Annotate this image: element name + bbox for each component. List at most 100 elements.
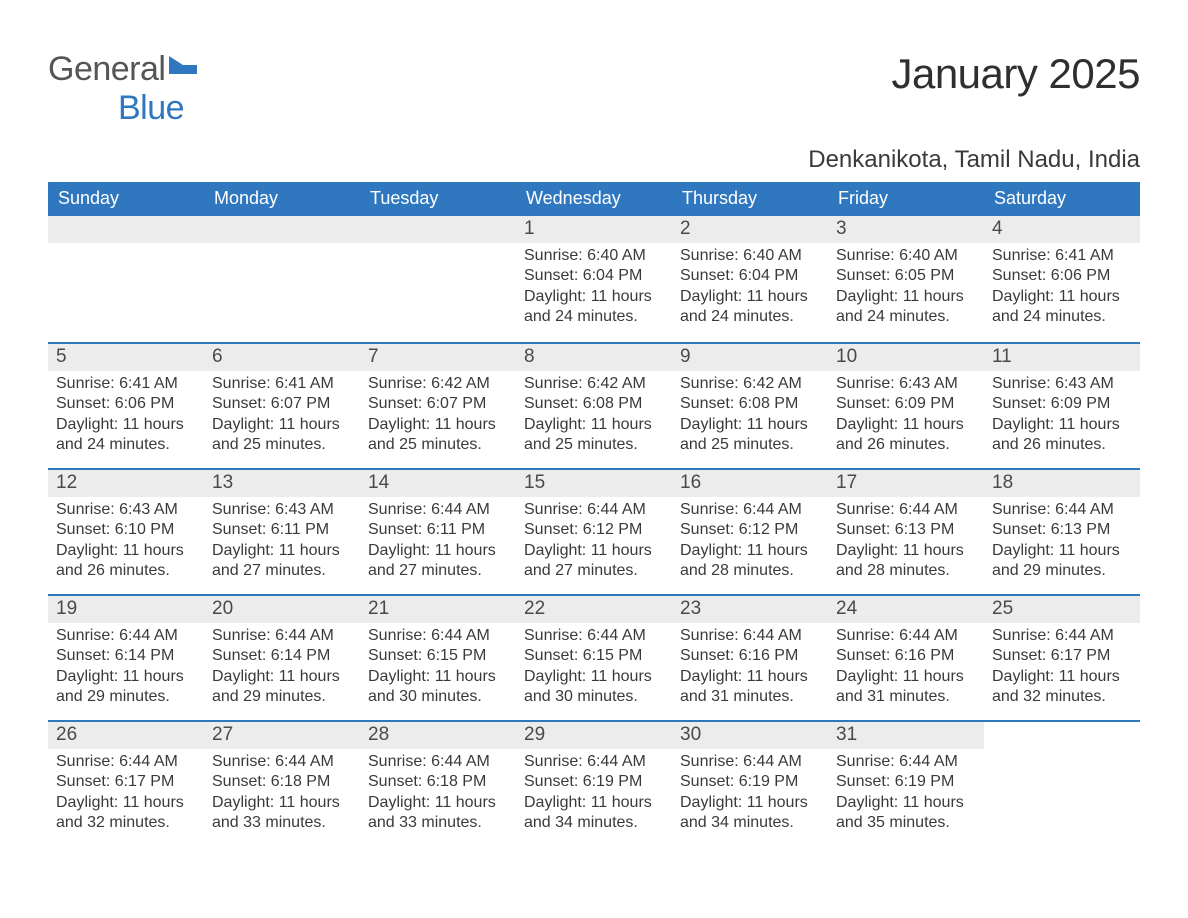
day-cell: 13Sunrise: 6:43 AMSunset: 6:11 PMDayligh… bbox=[204, 470, 360, 594]
day-cell: 27Sunrise: 6:44 AMSunset: 6:18 PMDayligh… bbox=[204, 722, 360, 846]
weeks-container: 1Sunrise: 6:40 AMSunset: 6:04 PMDaylight… bbox=[48, 216, 1140, 846]
day-number: 11 bbox=[984, 344, 1140, 371]
day-body: Sunrise: 6:44 AMSunset: 6:19 PMDaylight:… bbox=[516, 749, 672, 846]
day-body: Sunrise: 6:44 AMSunset: 6:18 PMDaylight:… bbox=[204, 749, 360, 846]
sunset-line: Sunset: 6:19 PM bbox=[524, 772, 664, 792]
day-cell: 7Sunrise: 6:42 AMSunset: 6:07 PMDaylight… bbox=[360, 344, 516, 468]
day-number: 21 bbox=[360, 596, 516, 623]
sunset-line: Sunset: 6:15 PM bbox=[524, 646, 664, 666]
sunrise-line: Sunrise: 6:43 AM bbox=[992, 374, 1132, 394]
sunrise-line: Sunrise: 6:44 AM bbox=[836, 752, 976, 772]
day-body: Sunrise: 6:44 AMSunset: 6:17 PMDaylight:… bbox=[984, 623, 1140, 720]
day-body: Sunrise: 6:44 AMSunset: 6:18 PMDaylight:… bbox=[360, 749, 516, 846]
sunset-line: Sunset: 6:16 PM bbox=[680, 646, 820, 666]
day-number: 4 bbox=[984, 216, 1140, 243]
daylight-line: Daylight: 11 hours and 31 minutes. bbox=[680, 667, 820, 708]
day-body: Sunrise: 6:41 AMSunset: 6:07 PMDaylight:… bbox=[204, 371, 360, 468]
daylight-line: Daylight: 11 hours and 35 minutes. bbox=[836, 793, 976, 834]
day-body: Sunrise: 6:44 AMSunset: 6:16 PMDaylight:… bbox=[672, 623, 828, 720]
day-cell: 19Sunrise: 6:44 AMSunset: 6:14 PMDayligh… bbox=[48, 596, 204, 720]
daylight-line: Daylight: 11 hours and 26 minutes. bbox=[992, 415, 1132, 456]
sunrise-line: Sunrise: 6:44 AM bbox=[992, 500, 1132, 520]
sunrise-line: Sunrise: 6:43 AM bbox=[212, 500, 352, 520]
sunrise-line: Sunrise: 6:42 AM bbox=[680, 374, 820, 394]
daylight-line: Daylight: 11 hours and 32 minutes. bbox=[56, 793, 196, 834]
day-number: 26 bbox=[48, 722, 204, 749]
sunrise-line: Sunrise: 6:43 AM bbox=[56, 500, 196, 520]
sunset-line: Sunset: 6:11 PM bbox=[368, 520, 508, 540]
day-number: 1 bbox=[516, 216, 672, 243]
day-number: 16 bbox=[672, 470, 828, 497]
sunset-line: Sunset: 6:13 PM bbox=[836, 520, 976, 540]
day-cell: 4Sunrise: 6:41 AMSunset: 6:06 PMDaylight… bbox=[984, 216, 1140, 342]
day-number: 27 bbox=[204, 722, 360, 749]
daylight-line: Daylight: 11 hours and 34 minutes. bbox=[524, 793, 664, 834]
day-body: Sunrise: 6:44 AMSunset: 6:12 PMDaylight:… bbox=[672, 497, 828, 594]
day-body: Sunrise: 6:44 AMSunset: 6:19 PMDaylight:… bbox=[672, 749, 828, 846]
day-body: Sunrise: 6:42 AMSunset: 6:08 PMDaylight:… bbox=[672, 371, 828, 468]
sunrise-line: Sunrise: 6:42 AM bbox=[368, 374, 508, 394]
daylight-line: Daylight: 11 hours and 34 minutes. bbox=[680, 793, 820, 834]
sunset-line: Sunset: 6:19 PM bbox=[836, 772, 976, 792]
daylight-line: Daylight: 11 hours and 25 minutes. bbox=[212, 415, 352, 456]
page-title: January 2025 bbox=[891, 50, 1140, 98]
day-body: Sunrise: 6:44 AMSunset: 6:15 PMDaylight:… bbox=[360, 623, 516, 720]
week-row: 12Sunrise: 6:43 AMSunset: 6:10 PMDayligh… bbox=[48, 468, 1140, 594]
day-cell: 30Sunrise: 6:44 AMSunset: 6:19 PMDayligh… bbox=[672, 722, 828, 846]
sunrise-line: Sunrise: 6:44 AM bbox=[56, 752, 196, 772]
daylight-line: Daylight: 11 hours and 27 minutes. bbox=[368, 541, 508, 582]
sunset-line: Sunset: 6:04 PM bbox=[680, 266, 820, 286]
day-body: Sunrise: 6:44 AMSunset: 6:16 PMDaylight:… bbox=[828, 623, 984, 720]
sunset-line: Sunset: 6:18 PM bbox=[368, 772, 508, 792]
day-number: 18 bbox=[984, 470, 1140, 497]
day-number: 9 bbox=[672, 344, 828, 371]
day-number: 13 bbox=[204, 470, 360, 497]
daylight-line: Daylight: 11 hours and 31 minutes. bbox=[836, 667, 976, 708]
daylight-line: Daylight: 11 hours and 32 minutes. bbox=[992, 667, 1132, 708]
day-cell: 17Sunrise: 6:44 AMSunset: 6:13 PMDayligh… bbox=[828, 470, 984, 594]
day-body: Sunrise: 6:44 AMSunset: 6:14 PMDaylight:… bbox=[48, 623, 204, 720]
daylight-line: Daylight: 11 hours and 33 minutes. bbox=[368, 793, 508, 834]
day-number: 6 bbox=[204, 344, 360, 371]
day-body: Sunrise: 6:43 AMSunset: 6:10 PMDaylight:… bbox=[48, 497, 204, 594]
day-cell: 14Sunrise: 6:44 AMSunset: 6:11 PMDayligh… bbox=[360, 470, 516, 594]
weekday-header: Saturday bbox=[984, 182, 1140, 216]
day-number: 7 bbox=[360, 344, 516, 371]
sunset-line: Sunset: 6:12 PM bbox=[524, 520, 664, 540]
day-cell: 28Sunrise: 6:44 AMSunset: 6:18 PMDayligh… bbox=[360, 722, 516, 846]
sunset-line: Sunset: 6:11 PM bbox=[212, 520, 352, 540]
daylight-line: Daylight: 11 hours and 33 minutes. bbox=[212, 793, 352, 834]
day-body: Sunrise: 6:42 AMSunset: 6:08 PMDaylight:… bbox=[516, 371, 672, 468]
sunrise-line: Sunrise: 6:44 AM bbox=[368, 752, 508, 772]
day-body: Sunrise: 6:44 AMSunset: 6:19 PMDaylight:… bbox=[828, 749, 984, 846]
day-number: 2 bbox=[672, 216, 828, 243]
week-row: 1Sunrise: 6:40 AMSunset: 6:04 PMDaylight… bbox=[48, 216, 1140, 342]
header: General Blue January 2025 bbox=[48, 50, 1140, 128]
sunset-line: Sunset: 6:05 PM bbox=[836, 266, 976, 286]
daylight-line: Daylight: 11 hours and 28 minutes. bbox=[836, 541, 976, 582]
daylight-line: Daylight: 11 hours and 27 minutes. bbox=[524, 541, 664, 582]
sunrise-line: Sunrise: 6:44 AM bbox=[524, 752, 664, 772]
day-cell: 26 Sunrise: 6:44 AMSunset: 6:17 PMDayligh… bbox=[48, 722, 204, 846]
sunrise-line: Sunrise: 6:44 AM bbox=[680, 626, 820, 646]
location-label: Denkanikota, Tamil Nadu, India bbox=[48, 146, 1140, 174]
day-body: Sunrise: 6:41 AMSunset: 6:06 PMDaylight:… bbox=[984, 243, 1140, 340]
day-cell: 16Sunrise: 6:44 AMSunset: 6:12 PMDayligh… bbox=[672, 470, 828, 594]
sunset-line: Sunset: 6:14 PM bbox=[212, 646, 352, 666]
sunrise-line: Sunrise: 6:44 AM bbox=[56, 626, 196, 646]
day-cell: 23Sunrise: 6:44 AMSunset: 6:16 PMDayligh… bbox=[672, 596, 828, 720]
sunset-line: Sunset: 6:17 PM bbox=[56, 772, 196, 792]
day-number: 24 bbox=[828, 596, 984, 623]
day-body: Sunrise: 6:44 AMSunset: 6:14 PMDaylight:… bbox=[204, 623, 360, 720]
day-number: 29 bbox=[516, 722, 672, 749]
daylight-line: Daylight: 11 hours and 25 minutes. bbox=[524, 415, 664, 456]
day-cell: 8Sunrise: 6:42 AMSunset: 6:08 PMDaylight… bbox=[516, 344, 672, 468]
day-number: 22 bbox=[516, 596, 672, 623]
day-cell: 3Sunrise: 6:40 AMSunset: 6:05 PMDaylight… bbox=[828, 216, 984, 342]
day-body: Sunrise: 6:44 AMSunset: 6:12 PMDaylight:… bbox=[516, 497, 672, 594]
day-number: 20 bbox=[204, 596, 360, 623]
day-body: Sunrise: 6:44 AMSunset: 6:15 PMDaylight:… bbox=[516, 623, 672, 720]
day-number: 25 bbox=[984, 596, 1140, 623]
sunset-line: Sunset: 6:13 PM bbox=[992, 520, 1132, 540]
day-number: 3 bbox=[828, 216, 984, 243]
